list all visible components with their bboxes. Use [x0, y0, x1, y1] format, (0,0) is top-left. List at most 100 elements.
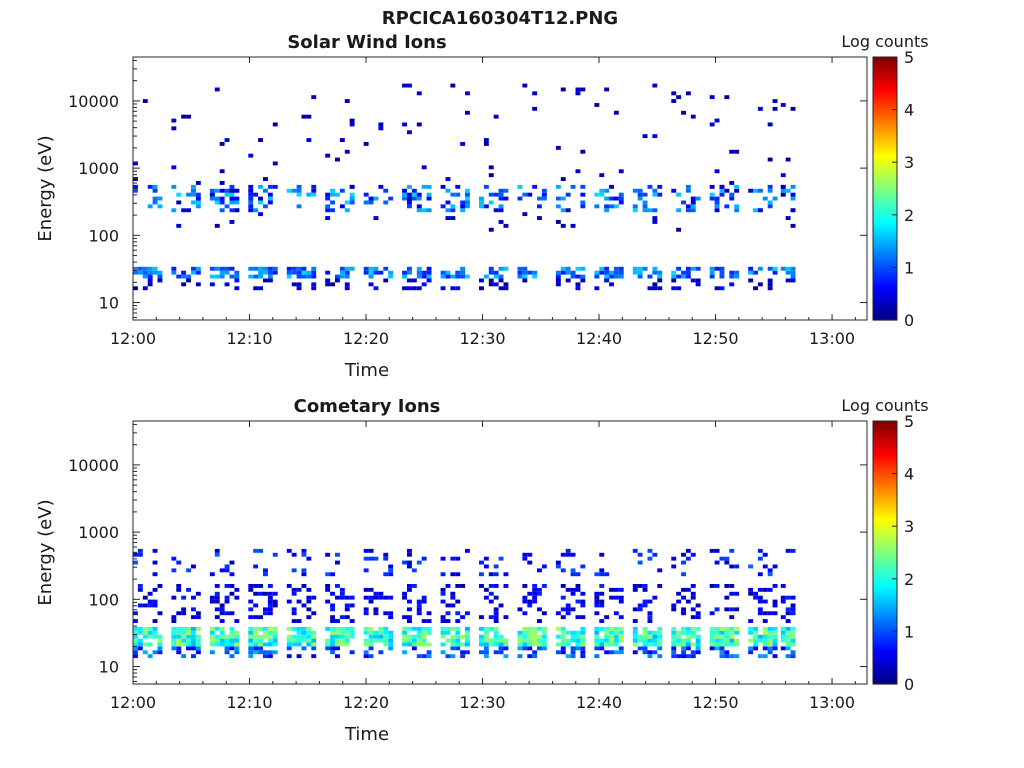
data-cell	[306, 114, 312, 119]
data-cell	[455, 286, 461, 291]
data-cell	[642, 646, 648, 651]
data-cell	[421, 634, 427, 639]
data-cell	[416, 599, 422, 604]
data-cell	[181, 638, 187, 643]
data-cell	[416, 204, 422, 209]
data-cell	[527, 552, 533, 557]
colorbar-step	[873, 559, 897, 562]
data-cell	[753, 591, 758, 596]
data-cell	[363, 266, 369, 271]
data-cell	[263, 611, 268, 616]
colorbar-step	[873, 291, 897, 295]
data-cell	[421, 638, 427, 643]
data-cell	[378, 270, 384, 275]
data-cell	[142, 603, 148, 608]
data-cell	[599, 270, 605, 275]
data-cell	[671, 630, 677, 635]
data-cell	[229, 208, 235, 213]
data-cell	[676, 638, 682, 643]
data-cell	[570, 646, 576, 651]
data-cell	[695, 196, 701, 201]
data-cell	[402, 286, 407, 291]
data-cell	[137, 626, 143, 631]
colorbar-step	[873, 311, 897, 315]
data-cell	[378, 638, 384, 643]
colorbar-step	[873, 289, 897, 293]
y-axis-label: Energy (eV)	[35, 135, 56, 241]
data-cell	[719, 270, 725, 275]
data-cell	[460, 200, 466, 205]
data-cell	[229, 192, 235, 197]
data-cell	[311, 188, 317, 193]
colorbar-step	[873, 591, 897, 595]
data-cell	[142, 274, 148, 279]
data-cell	[373, 634, 379, 639]
data-cell	[267, 634, 273, 639]
y-tick-label: 10	[99, 658, 119, 677]
data-cell	[191, 595, 196, 600]
data-cell	[258, 274, 263, 279]
data-cell	[325, 192, 331, 197]
data-cell	[537, 646, 542, 651]
data-cell	[335, 192, 340, 197]
data-cell	[613, 274, 619, 279]
data-cell	[657, 634, 663, 639]
data-cell	[388, 274, 394, 279]
data-cell	[426, 611, 432, 616]
data-cell	[676, 654, 682, 659]
data-cell	[258, 626, 263, 631]
data-cell	[676, 192, 682, 197]
data-cell	[368, 266, 374, 271]
data-cell	[286, 548, 292, 553]
data-cell	[272, 599, 278, 604]
data-cell	[301, 568, 307, 573]
data-cell	[685, 634, 691, 639]
colorbar-step	[873, 199, 897, 203]
data-cell	[498, 642, 504, 647]
data-cell	[133, 619, 138, 623]
data-cell	[137, 552, 143, 557]
colorbar-step	[873, 103, 897, 106]
data-cell	[709, 122, 715, 127]
data-cell	[133, 188, 138, 193]
data-cell	[618, 200, 624, 205]
data-cell	[748, 646, 754, 651]
data-cell	[411, 634, 417, 639]
data-cell	[234, 270, 240, 275]
data-cell	[465, 192, 470, 197]
data-cell	[724, 626, 730, 631]
colorbar-step	[873, 587, 897, 591]
data-cell	[748, 564, 754, 569]
data-cell	[647, 615, 653, 620]
data-cell	[537, 619, 542, 623]
data-cell	[580, 204, 586, 209]
data-cell	[373, 595, 379, 600]
data-cell	[267, 603, 273, 608]
x-tick-label: 13:00	[809, 329, 855, 348]
colorbar-step	[873, 644, 897, 648]
data-cell	[724, 642, 730, 647]
data-cell	[647, 184, 653, 189]
data-cell	[767, 286, 773, 291]
data-cell	[790, 654, 796, 659]
colorbar-step	[873, 129, 897, 133]
data-cell	[604, 196, 610, 201]
data-cell	[618, 638, 624, 643]
data-cell	[580, 274, 586, 279]
data-cell	[753, 638, 758, 643]
data-cell	[378, 126, 384, 131]
data-cell	[555, 634, 561, 639]
data-cell	[368, 626, 374, 631]
data-cell	[186, 274, 191, 279]
data-cell	[272, 270, 278, 275]
data-cell	[416, 654, 422, 659]
data-cell	[229, 572, 235, 577]
data-cell	[657, 286, 663, 291]
data-cell	[363, 270, 369, 275]
data-cell	[152, 184, 158, 189]
data-cell	[224, 646, 230, 651]
data-cell	[219, 266, 225, 271]
data-cell	[565, 208, 571, 213]
data-cell	[671, 634, 677, 639]
data-cell	[729, 192, 735, 197]
